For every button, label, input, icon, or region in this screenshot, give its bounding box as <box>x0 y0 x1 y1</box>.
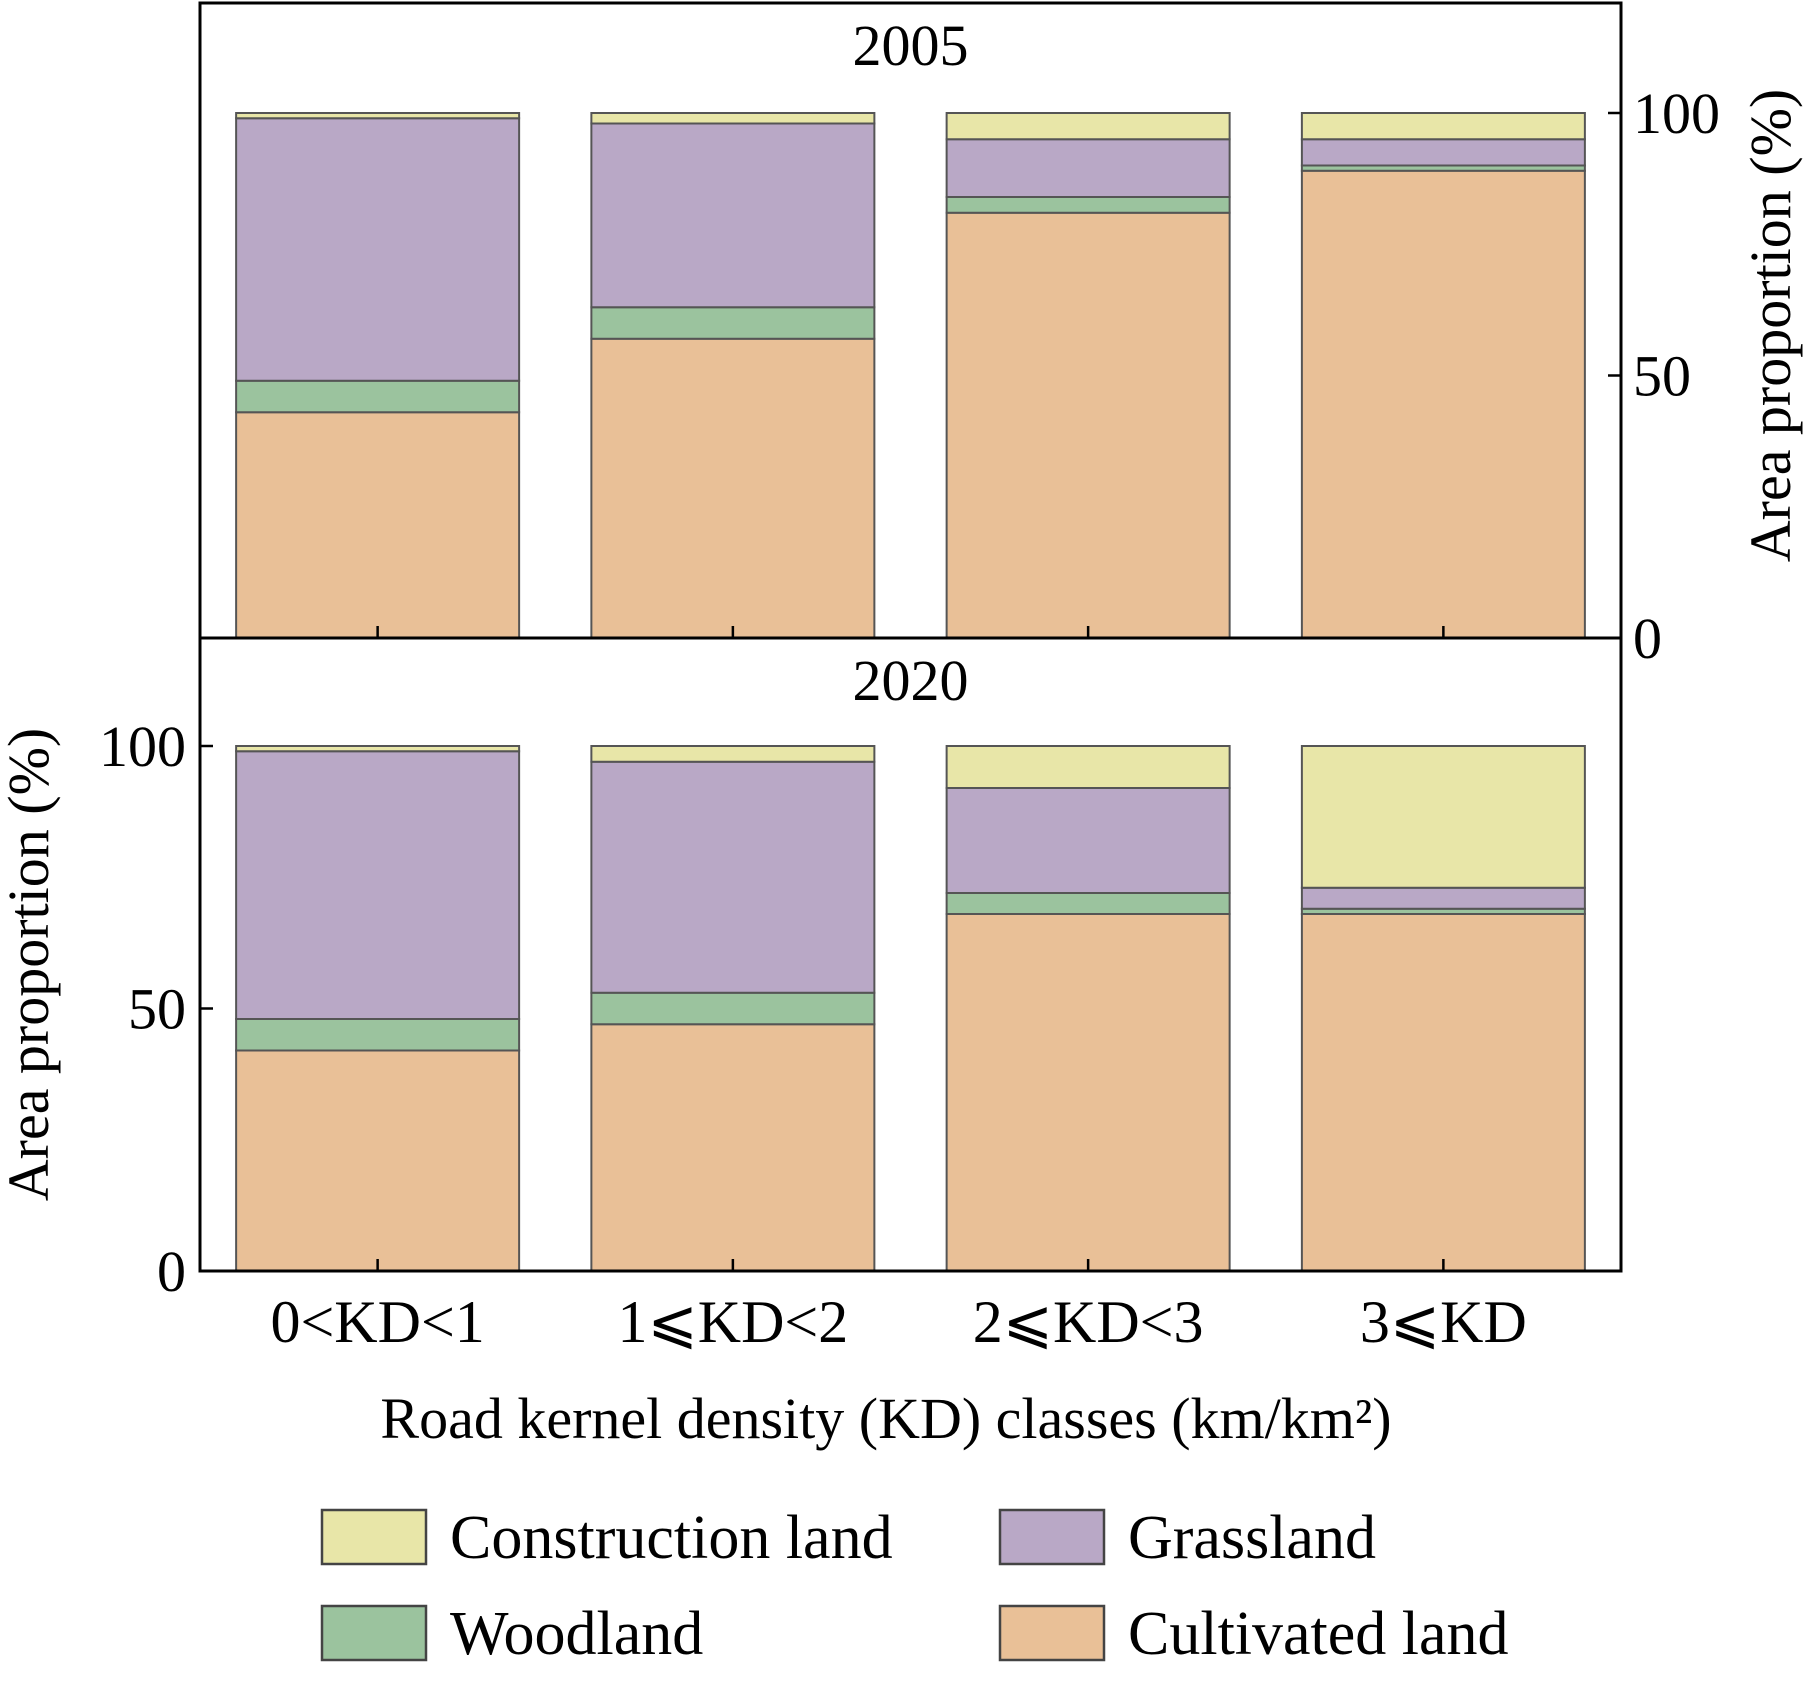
x-tick-label: 3⩽KD <box>1360 1289 1527 1355</box>
legend-item-construction-land: Construction land <box>320 1504 893 1572</box>
bar-segment-construction-land-2020-2 <box>590 745 876 763</box>
bar-segment-grassland-2005-1 <box>235 117 521 382</box>
legend-item-cultivated-land: Cultivated land <box>998 1600 1509 1668</box>
y-tick-label: 50 <box>128 977 186 1042</box>
y-axis-title-right: Area proportion (%) <box>1738 89 1803 563</box>
bar-segment-cultivated-land-2020-2 <box>590 1023 876 1272</box>
x-axis-title: Road kernel density (KD) classes (km/km²… <box>380 1386 1391 1451</box>
legend-item-grassland: Grassland <box>998 1504 1376 1572</box>
y-tick-label: 100 <box>99 714 186 779</box>
panel-title: 2020 <box>853 648 969 713</box>
bar-segment-cultivated-land-2020-4 <box>1300 913 1586 1272</box>
bar-segment-construction-land-2005-4 <box>1300 112 1586 141</box>
legend-label: Woodland <box>450 1600 703 1668</box>
bar-segment-cultivated-land-2020-1 <box>235 1049 521 1272</box>
bar-segment-grassland-2020-4 <box>1300 886 1586 910</box>
x-tick-label: 1⩽KD<2 <box>617 1289 848 1355</box>
x-tick-label: 2⩽KD<3 <box>973 1289 1204 1355</box>
legend-label: Grassland <box>1128 1504 1376 1572</box>
legend-swatch <box>320 1508 428 1566</box>
bar-segment-construction-land-2020-1 <box>235 745 521 753</box>
bar-segment-grassland-2005-3 <box>945 138 1231 198</box>
bar-segment-grassland-2020-3 <box>945 787 1231 894</box>
x-tick-label: 0<KD<1 <box>270 1289 484 1355</box>
legend-item-woodland: Woodland <box>320 1600 703 1668</box>
bar-segment-construction-land-2005-3 <box>945 112 1231 141</box>
y-tick-label: 0 <box>157 1239 186 1304</box>
legend: Construction land Grassland Woodland Cultiv… <box>320 1504 1509 1668</box>
bar-segment-construction-land-2005-1 <box>235 112 521 120</box>
legend-swatch <box>998 1508 1106 1566</box>
bar-segment-grassland-2020-1 <box>235 750 521 1020</box>
bar-segment-grassland-2020-2 <box>590 760 876 994</box>
y-tick-label: 50 <box>1633 344 1691 409</box>
legend-label: Cultivated land <box>1128 1600 1509 1668</box>
bar-segment-construction-land-2005-2 <box>590 112 876 125</box>
bar-segment-cultivated-land-2005-4 <box>1300 169 1586 639</box>
y-tick-label: 0 <box>1633 606 1662 671</box>
panel-2005: 2005 0 50 100 Area proportion (%) <box>198 1 1803 671</box>
y-tick-label: 100 <box>1633 81 1720 146</box>
panels-layer: 2005 0 50 100 Area proportion (%) 2020 0 50 100 A… <box>0 1 1803 1355</box>
bar-segment-woodland-2020-3 <box>945 892 1231 915</box>
bar-segment-woodland-2005-2 <box>590 306 876 340</box>
bar-segment-grassland-2005-4 <box>1300 138 1586 167</box>
bar-segment-construction-land-2020-4 <box>1300 745 1586 889</box>
panel-2020: 2020 0 50 100 Area proportion (%) <box>0 636 1623 1304</box>
bar-segment-woodland-2020-1 <box>235 1018 521 1052</box>
bar-segment-cultivated-land-2020-3 <box>945 913 1231 1272</box>
bar-segment-cultivated-land-2005-2 <box>590 337 876 639</box>
bar-segment-woodland-2020-2 <box>590 991 876 1026</box>
panel-title: 2005 <box>853 13 969 78</box>
panel-frame <box>198 636 1623 1273</box>
bar-segment-grassland-2005-2 <box>590 122 876 309</box>
bar-segment-cultivated-land-2005-3 <box>945 211 1231 639</box>
legend-swatch <box>320 1604 428 1662</box>
bar-segment-woodland-2005-3 <box>945 196 1231 214</box>
bar-segment-cultivated-land-2005-1 <box>235 411 521 639</box>
legend-swatch <box>998 1604 1106 1662</box>
bar-segment-construction-land-2020-3 <box>945 745 1231 789</box>
bar-segment-woodland-2005-1 <box>235 379 521 414</box>
y-axis-title-left: Area proportion (%) <box>0 728 61 1202</box>
legend-label: Construction land <box>450 1504 893 1572</box>
